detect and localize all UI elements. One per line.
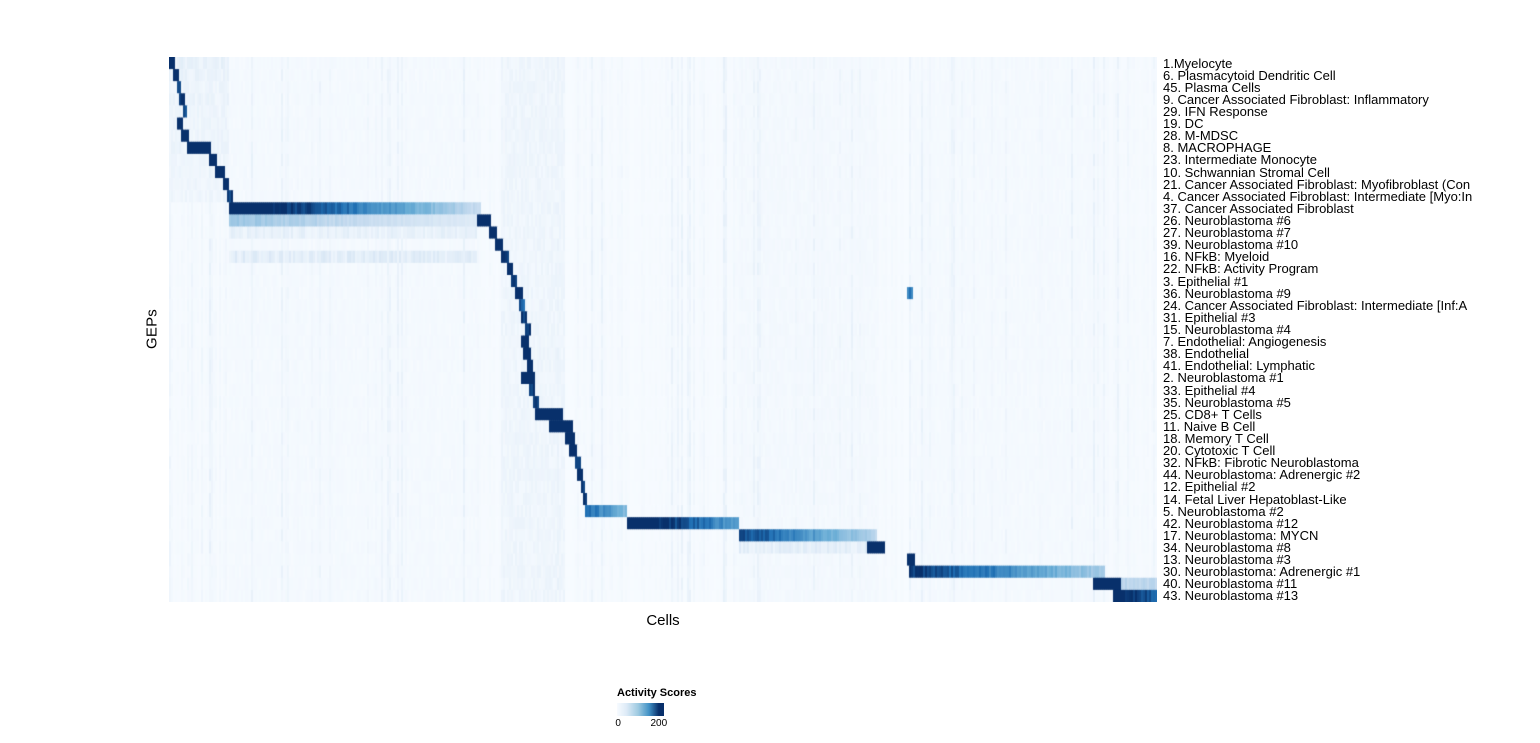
row-label: 32. NFkB: Fibrotic Neuroblastoma <box>1163 455 1359 471</box>
row-label: 25. CD8+ T Cells <box>1163 406 1262 422</box>
row-label: 5. Neuroblastoma #2 <box>1163 503 1284 519</box>
row-label: 6. Plasmacytoid Dendritic Cell <box>1163 67 1336 83</box>
row-label: 27. Neuroblastoma #7 <box>1163 225 1291 241</box>
row-label: 28. M-MDSC <box>1163 128 1239 144</box>
row-label: 4. Cancer Associated Fibroblast: Interme… <box>1163 188 1473 204</box>
row-label: 40. Neuroblastoma #11 <box>1163 576 1298 592</box>
row-label: 16. NFkB: Myeloid <box>1163 249 1270 265</box>
row-label: 45. Plasma Cells <box>1163 79 1261 95</box>
row-label: 7. Endothelial: Angiogenesis <box>1163 334 1327 350</box>
row-label: 31. Epithelial #3 <box>1163 309 1256 325</box>
row-label: 23. Intermediate Monocyte <box>1163 152 1317 168</box>
row-label: 17. Neuroblastoma: MYCN <box>1163 527 1319 543</box>
row-label: 20. Cytotoxic T Cell <box>1163 443 1276 459</box>
row-label: 41. Endothelial: Lymphatic <box>1163 358 1316 374</box>
legend-title: Activity Scores <box>617 687 697 699</box>
row-label: 18. Memory T Cell <box>1163 431 1269 446</box>
row-label: 37. Cancer Associated Fibroblast <box>1163 200 1354 216</box>
row-label: 10. Schwannian Stromal Cell <box>1163 164 1330 180</box>
row-label: 9. Cancer Associated Fibroblast: Inflamm… <box>1163 91 1429 107</box>
legend-ticks: 0 200 <box>615 716 668 730</box>
row-label: 38. Endothelial <box>1163 346 1250 362</box>
legend-tick-min: 0 <box>615 718 621 729</box>
row-label: 29. IFN Response <box>1163 104 1268 119</box>
row-label: 14. Fetal Liver Hepatoblast-Like <box>1163 491 1347 507</box>
row-label: 35. Neuroblastoma #5 <box>1163 394 1291 410</box>
row-label: 44. Neuroblastoma: Adrenergic #2 <box>1163 467 1361 483</box>
row-label: 26. Neuroblastoma #6 <box>1163 213 1291 228</box>
row-label: 19. DC <box>1163 116 1204 132</box>
row-label: 1.Myelocyte <box>1163 55 1233 71</box>
row-label: 42. Neuroblastoma #12 <box>1163 515 1299 531</box>
row-label: 3. Epithelial #1 <box>1163 273 1249 289</box>
row-label: 34. Neuroblastoma #8 <box>1163 540 1291 555</box>
y-axis-label: GEPs <box>143 309 161 349</box>
row-label: 33. Epithelial #4 <box>1163 382 1256 398</box>
row-label: 13. Neuroblastoma #3 <box>1163 552 1291 568</box>
row-label: 36. Neuroblastoma #9 <box>1163 285 1291 301</box>
row-label: 39. Neuroblastoma #10 <box>1163 237 1299 253</box>
row-label: 21. Cancer Associated Fibroblast: Myofib… <box>1163 176 1471 192</box>
row-label: 30. Neuroblastoma: Adrenergic #1 <box>1163 564 1361 580</box>
legend: Activity Scores 0 200 <box>615 687 737 730</box>
row-label: 11. Naive B Cell <box>1163 418 1256 434</box>
heatmap-canvas <box>169 57 1157 602</box>
row-label: 22. NFkB: Activity Program <box>1163 261 1319 277</box>
legend-gradient-bar <box>617 703 664 716</box>
row-label: 24. Cancer Associated Fibroblast: Interm… <box>1163 297 1468 313</box>
row-label: 43. Neuroblastoma #13 <box>1163 588 1299 604</box>
row-label: 8. MACROPHAGE <box>1163 140 1272 156</box>
row-label: 15. Neuroblastoma #4 <box>1163 322 1291 337</box>
legend-tick-max: 200 <box>650 718 668 729</box>
x-axis-label: Cells <box>646 612 680 629</box>
row-label: 2. Neuroblastoma #1 <box>1163 370 1284 386</box>
row-label: 12. Epithelial #2 <box>1163 479 1256 495</box>
row-labels: 1.Myelocyte 6. Plasmacytoid Dendritic Cel… <box>1163 55 1540 604</box>
